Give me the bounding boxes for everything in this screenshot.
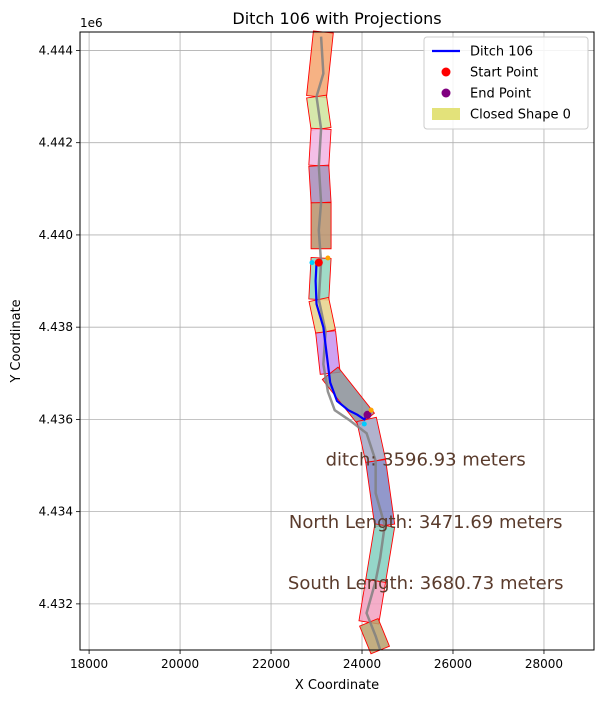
legend-swatch-dot <box>441 88 451 98</box>
projection-point <box>368 407 374 413</box>
grid <box>80 32 594 650</box>
legend-box <box>423 36 589 130</box>
end-point <box>363 410 372 419</box>
projection-point <box>361 421 367 427</box>
y-tick-label: 4.432 <box>39 597 73 611</box>
y-tick-label: 4.436 <box>39 412 73 426</box>
y-tick-label: 4.434 <box>39 505 73 519</box>
x-tick-label: 22000 <box>252 657 290 671</box>
y-axis: 4.432 4.434 4.436 4.438 4.440 4.442 4.444 <box>39 43 80 611</box>
legend-label: Ditch 106 <box>470 45 533 60</box>
closed-shape <box>356 416 386 464</box>
projection-point <box>325 255 331 261</box>
closed-shape <box>310 202 332 250</box>
length-annotation: North Length: 3471.69 meters <box>289 512 563 533</box>
centerline <box>315 36 387 651</box>
x-tick-label: 26000 <box>434 657 472 671</box>
x-axis: 18000 20000 22000 24000 26000 28000 <box>70 650 563 671</box>
points <box>309 255 374 427</box>
start-point <box>314 258 323 267</box>
series-line-ditch <box>314 262 369 421</box>
legend-label: End Point <box>470 87 531 102</box>
y-tick-label: 4.438 <box>39 320 73 334</box>
closed-shape <box>321 366 376 427</box>
chart-title: Ditch 106 with Projections <box>232 9 441 28</box>
y-tick-label: 4.442 <box>39 136 73 150</box>
closed-shape <box>365 459 396 528</box>
x-tick-label: 28000 <box>525 657 563 671</box>
y-axis-offset-label: 1e6 <box>80 16 103 30</box>
y-axis-title: Y Coordinate <box>9 299 24 383</box>
length-annotation: ditch: 3596.93 meters <box>326 450 526 471</box>
annotations: ditch: 3596.93 meters North Length: 3471.… <box>288 450 564 595</box>
length-annotation: South Length: 3680.73 meters <box>288 573 564 594</box>
legend-swatch-dot <box>441 67 451 77</box>
legend-swatch-patch <box>432 108 460 120</box>
series <box>314 262 369 421</box>
x-tick-label: 20000 <box>161 657 199 671</box>
y-tick-label: 4.444 <box>39 43 73 57</box>
centerline-line <box>315 36 387 651</box>
legend: Ditch 106 Start Point End Point Closed Shap… <box>423 36 589 130</box>
x-axis-title: X Coordinate <box>295 678 379 693</box>
x-tick-label: 18000 <box>70 657 108 671</box>
legend-label: Start Point <box>470 66 538 81</box>
y-tick-label: 4.440 <box>39 228 73 242</box>
projection-point <box>309 260 315 266</box>
legend-label: Closed Shape 0 <box>470 108 571 123</box>
plot-frame <box>79 31 595 651</box>
x-tick-label: 24000 <box>343 657 381 671</box>
